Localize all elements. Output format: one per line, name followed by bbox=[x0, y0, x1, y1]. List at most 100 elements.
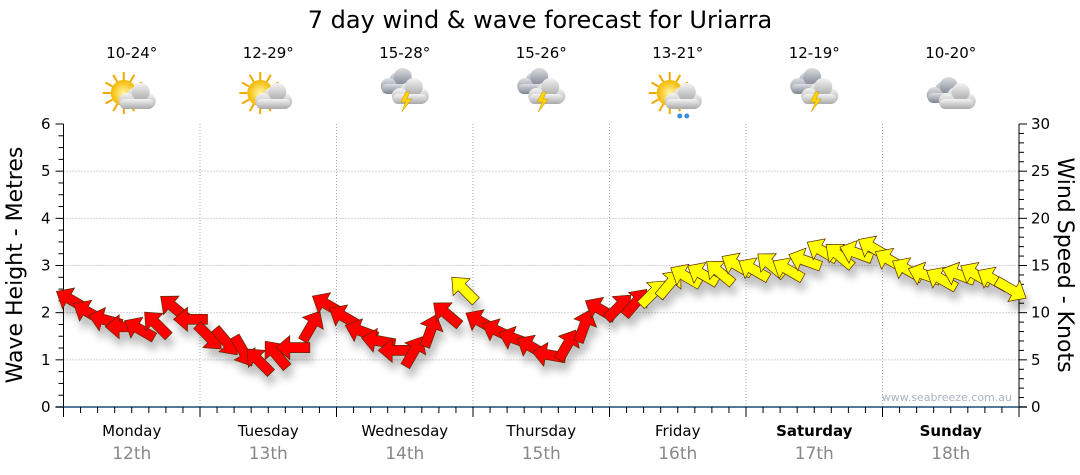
chart-title: 7 day wind & wave forecast for Uriarra bbox=[308, 6, 772, 34]
sun-ray-icon bbox=[112, 103, 119, 112]
wind-arrow bbox=[433, 302, 464, 330]
cloud-base bbox=[665, 99, 700, 109]
left-tick-label: 1 bbox=[41, 351, 51, 369]
cloud-puff bbox=[677, 83, 696, 101]
day-temp: 12-29° bbox=[243, 44, 294, 62]
left-tick-label: 0 bbox=[41, 398, 51, 416]
wind-arrow bbox=[573, 309, 598, 344]
gridlines bbox=[63, 124, 1019, 407]
sun-ray-icon bbox=[105, 81, 113, 88]
right-tick-label: 30 bbox=[1031, 115, 1050, 133]
cloud-puff bbox=[131, 83, 150, 101]
lightning-icon bbox=[809, 91, 822, 113]
sun-ray-icon bbox=[105, 98, 113, 105]
left-tick-label: 3 bbox=[41, 257, 51, 275]
right-tick-label: 20 bbox=[1031, 209, 1050, 227]
right-tick-label: 25 bbox=[1031, 162, 1050, 180]
right-tick-label: 0 bbox=[1031, 398, 1041, 416]
right-tick-label: 5 bbox=[1031, 351, 1041, 369]
day-date: 14th bbox=[385, 444, 424, 464]
cloud-base bbox=[256, 99, 291, 109]
day-date: 12th bbox=[112, 444, 151, 464]
day-name: Friday bbox=[655, 422, 701, 440]
weather-icon-storm bbox=[517, 68, 566, 113]
wind-arrow bbox=[124, 316, 158, 343]
day-temp: 10-24° bbox=[106, 44, 157, 62]
wind-arrow bbox=[839, 239, 875, 264]
day-temp: 15-26° bbox=[516, 44, 567, 62]
weather-icon-storm bbox=[790, 68, 839, 113]
day-temp: 15-28° bbox=[379, 44, 430, 62]
right-axis-label: Wind Speed - Knots bbox=[1052, 157, 1077, 372]
day-date: 16th bbox=[658, 444, 697, 464]
right-tick-label: 15 bbox=[1031, 257, 1050, 275]
wind-arrow bbox=[825, 243, 856, 271]
axes: 0 1 2 3 4 5 6 0 5 10 15 20 25 30 bbox=[41, 115, 1050, 417]
wind-arrow bbox=[246, 348, 276, 378]
sun-ray-icon bbox=[675, 74, 682, 83]
weather-icon-cloud bbox=[926, 77, 976, 109]
weather-icon-sun-cloud-rain bbox=[648, 72, 702, 119]
day-date: 15th bbox=[522, 444, 561, 464]
sun-ray-icon bbox=[248, 103, 255, 112]
day-name: Tuesday bbox=[237, 422, 299, 440]
cloud-icon bbox=[255, 83, 293, 109]
day-date: 17th bbox=[795, 444, 834, 464]
wind-arrows bbox=[55, 235, 1027, 378]
sun-ray-icon bbox=[129, 74, 136, 83]
sun-ray-icon bbox=[112, 74, 119, 83]
weather-icon-sun-cloud bbox=[102, 72, 156, 114]
lightning-icon bbox=[536, 91, 549, 113]
day-name: Sunday bbox=[920, 422, 983, 440]
sun-ray-icon bbox=[651, 98, 659, 105]
cloud-puff bbox=[814, 78, 833, 96]
left-tick-label: 6 bbox=[41, 115, 51, 133]
watermark: www.seabreeze.com.au bbox=[882, 391, 1012, 404]
cloud-base bbox=[939, 99, 974, 109]
sun-ray-icon bbox=[241, 98, 250, 105]
day-date: 13th bbox=[249, 444, 288, 464]
wind-arrow bbox=[993, 276, 1027, 302]
rain-drop-icon bbox=[677, 113, 683, 119]
day-name: Wednesday bbox=[361, 422, 448, 440]
sun-ray-icon bbox=[658, 103, 665, 112]
day-temp: 13-21° bbox=[652, 44, 703, 62]
rain-drop-icon bbox=[684, 113, 690, 119]
weather-icon-storm bbox=[380, 68, 429, 113]
wind-arrow bbox=[926, 266, 960, 293]
left-axis-label: Wave Height - Metres bbox=[3, 147, 28, 384]
right-tick-label: 10 bbox=[1031, 304, 1050, 322]
cloud-icon bbox=[938, 83, 976, 109]
wind-arrow bbox=[172, 306, 208, 333]
lightning-icon bbox=[400, 91, 413, 113]
day-date: 18th bbox=[931, 444, 970, 464]
cloud-puff bbox=[404, 78, 423, 96]
sun-ray-icon bbox=[265, 74, 272, 83]
cloud-icon bbox=[118, 83, 156, 109]
wind-arrow bbox=[264, 340, 292, 372]
day-name: Thursday bbox=[505, 422, 576, 440]
left-tick-label: 5 bbox=[41, 162, 51, 180]
cloud-icon bbox=[664, 83, 702, 109]
weather-icon-sun-cloud bbox=[239, 72, 293, 114]
cloud-puff bbox=[951, 83, 970, 101]
wind-arrow bbox=[419, 314, 444, 349]
left-tick-label: 2 bbox=[41, 304, 51, 322]
wind-arrow bbox=[706, 260, 737, 288]
wind-arrow bbox=[144, 311, 173, 341]
day-temp: 10-20° bbox=[925, 44, 976, 62]
sun-ray-icon bbox=[658, 74, 665, 83]
wind-arrow bbox=[772, 257, 806, 284]
sun-ray-icon bbox=[248, 74, 255, 83]
day-name: Saturday bbox=[776, 422, 853, 440]
sun-ray-icon bbox=[651, 81, 659, 88]
wind-arrow bbox=[788, 247, 823, 272]
wind-arrow bbox=[298, 310, 324, 344]
sun-ray-icon bbox=[241, 81, 250, 88]
day-name: Monday bbox=[102, 422, 161, 440]
cloud-base bbox=[119, 99, 154, 109]
left-tick-label: 4 bbox=[41, 209, 51, 227]
wind-arrow bbox=[738, 257, 772, 284]
day-headers: 10-24° Monday 12th 12-29° Tuesday 13th 15-28° W… bbox=[102, 44, 982, 464]
